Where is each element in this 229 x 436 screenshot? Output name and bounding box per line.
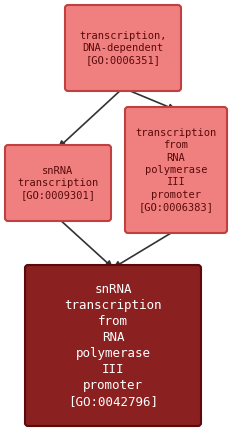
FancyBboxPatch shape [65, 5, 181, 91]
Text: snRNA
transcription
from
RNA
polymerase
III
promoter
[GO:0042796]: snRNA transcription from RNA polymerase … [64, 283, 162, 408]
Text: transcription
from
RNA
polymerase
III
promoter
[GO:0006383]: transcription from RNA polymerase III pr… [135, 128, 217, 212]
FancyBboxPatch shape [5, 145, 111, 221]
Text: transcription,
DNA-dependent
[GO:0006351]: transcription, DNA-dependent [GO:0006351… [79, 31, 167, 65]
FancyBboxPatch shape [25, 265, 201, 426]
Text: snRNA
transcription
[GO:0009301]: snRNA transcription [GO:0009301] [17, 166, 99, 201]
FancyBboxPatch shape [125, 107, 227, 233]
